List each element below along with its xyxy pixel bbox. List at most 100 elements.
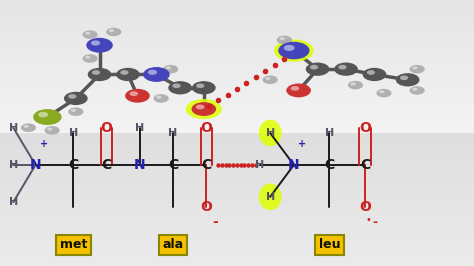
Text: H: H <box>135 123 145 133</box>
Circle shape <box>338 65 346 69</box>
Bar <box>0 218 474 219</box>
Bar <box>0 255 474 257</box>
Circle shape <box>82 30 98 39</box>
Circle shape <box>125 89 150 103</box>
Circle shape <box>116 68 140 81</box>
Text: O: O <box>200 201 212 214</box>
Bar <box>0 48 474 49</box>
Circle shape <box>68 107 83 116</box>
Text: N: N <box>30 158 41 172</box>
Bar <box>0 31 474 32</box>
Bar <box>0 178 474 180</box>
Bar <box>0 94 474 96</box>
Bar <box>0 152 474 153</box>
Bar <box>0 7 474 8</box>
Text: C: C <box>168 158 178 172</box>
Circle shape <box>379 90 384 93</box>
Bar <box>0 217 474 218</box>
Bar <box>0 114 474 116</box>
Circle shape <box>263 76 278 84</box>
Bar <box>0 185 474 186</box>
Bar <box>0 207 474 209</box>
Circle shape <box>191 102 216 116</box>
Bar <box>0 47 474 48</box>
Ellipse shape <box>259 120 282 146</box>
Bar <box>0 162 474 164</box>
Bar <box>0 188 474 189</box>
Circle shape <box>173 84 181 88</box>
Bar <box>0 64 474 65</box>
Circle shape <box>274 39 314 62</box>
Text: leu: leu <box>319 238 340 251</box>
Text: C: C <box>68 158 79 172</box>
Bar <box>0 43 474 44</box>
Bar <box>0 148 474 149</box>
Bar <box>0 215 474 217</box>
Bar <box>0 227 474 229</box>
Bar <box>0 235 474 237</box>
Text: H: H <box>168 128 178 138</box>
Circle shape <box>68 94 76 99</box>
Bar <box>0 35 474 36</box>
Text: O: O <box>359 201 371 214</box>
Bar <box>0 231 474 233</box>
Bar <box>0 66 474 68</box>
Bar <box>0 197 474 198</box>
Circle shape <box>120 70 128 75</box>
Circle shape <box>400 76 408 80</box>
Bar <box>0 137 474 138</box>
Bar <box>0 145 474 146</box>
Text: H: H <box>9 123 18 133</box>
Circle shape <box>351 82 356 85</box>
Bar <box>0 200 474 201</box>
Circle shape <box>154 94 169 103</box>
Circle shape <box>148 70 157 75</box>
Bar <box>0 20 474 21</box>
Circle shape <box>45 126 60 135</box>
Circle shape <box>376 89 392 97</box>
Bar <box>0 84 474 85</box>
Bar <box>0 89 474 90</box>
Bar <box>0 210 474 211</box>
Bar <box>0 133 474 134</box>
Text: •: • <box>366 215 372 225</box>
Bar <box>0 194 474 196</box>
Bar <box>0 41 474 43</box>
Bar <box>0 11 474 12</box>
Circle shape <box>277 36 292 44</box>
Text: H: H <box>9 160 18 170</box>
Text: O: O <box>359 121 371 135</box>
Bar <box>0 254 474 255</box>
Bar <box>0 186 474 188</box>
Bar <box>0 249 474 250</box>
Bar <box>0 82 474 84</box>
Text: ala: ala <box>163 238 183 251</box>
Bar <box>0 77 474 78</box>
Bar <box>0 85 474 86</box>
Bar <box>0 214 474 215</box>
Bar <box>0 253 474 254</box>
Bar <box>0 198 474 200</box>
Bar <box>0 13 474 15</box>
Text: met: met <box>60 238 87 251</box>
Circle shape <box>192 81 216 94</box>
Bar <box>0 53 474 55</box>
Circle shape <box>163 65 178 73</box>
Bar <box>0 33 474 35</box>
Bar <box>0 68 474 69</box>
Bar <box>0 206 474 207</box>
Circle shape <box>412 88 418 91</box>
Bar <box>0 259 474 261</box>
Bar <box>0 19 474 20</box>
Bar <box>0 245 474 246</box>
Circle shape <box>88 68 111 81</box>
Bar <box>0 93 474 94</box>
Circle shape <box>38 112 48 118</box>
Bar <box>0 134 474 136</box>
Circle shape <box>166 66 171 69</box>
Text: H: H <box>69 128 78 138</box>
Bar <box>0 37 474 39</box>
Bar <box>0 170 474 172</box>
Bar <box>0 81 474 82</box>
Circle shape <box>412 66 418 69</box>
